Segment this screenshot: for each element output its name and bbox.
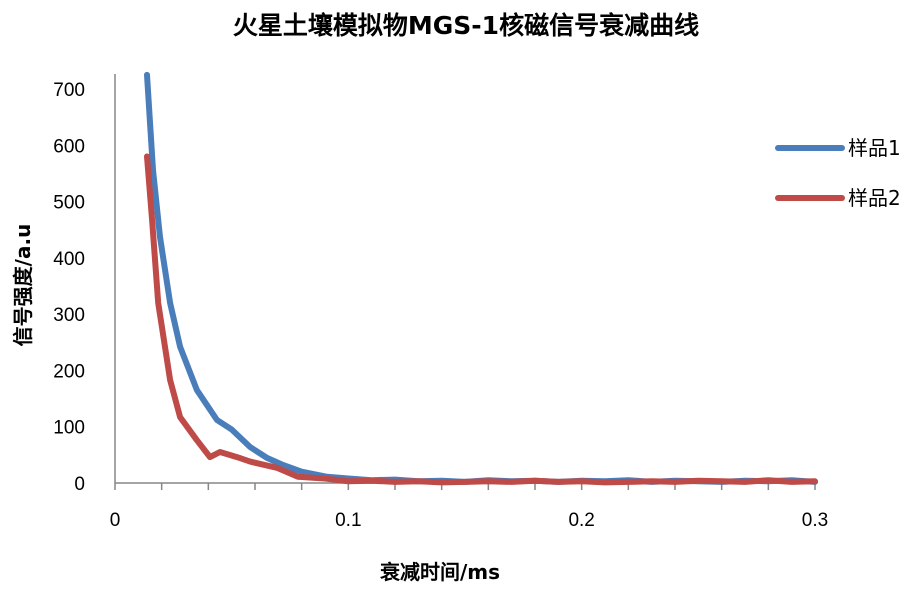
series-line-2 — [144, 153, 818, 486]
legend-label: 样品2 — [848, 186, 901, 210]
chart-title: 火星土壤模拟物MGS-1核磁信号衰减曲线 — [233, 11, 699, 40]
x-axis-label: 衰减时间/ms — [379, 560, 500, 584]
x-tick-label: 0.2 — [568, 510, 594, 531]
x-tick-label: 0.3 — [802, 510, 828, 531]
y-tick-label: 200 — [53, 361, 85, 382]
y-tick-label: 100 — [53, 418, 85, 439]
legend-label: 样品1 — [848, 136, 901, 160]
x-tick-label: 0 — [110, 510, 121, 531]
y-tick-label: 400 — [53, 249, 85, 270]
y-axis-label: 信号强度/a.u — [11, 224, 35, 347]
y-tick-label: 500 — [53, 193, 85, 214]
y-tick-label: 0 — [74, 474, 85, 495]
y-tick-label: 600 — [53, 136, 85, 157]
y-tick-label: 700 — [53, 80, 85, 101]
x-tick-label: 0.1 — [335, 510, 361, 531]
series-line-1 — [144, 71, 818, 485]
y-tick-label: 300 — [53, 305, 85, 326]
